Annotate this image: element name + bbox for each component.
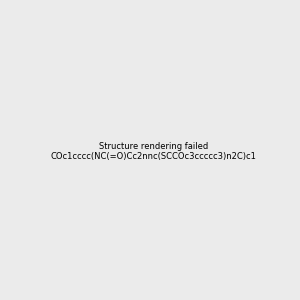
Text: Structure rendering failed
COc1cccc(NC(=O)Cc2nnc(SCCOc3ccccc3)n2C)c1: Structure rendering failed COc1cccc(NC(=… bbox=[51, 142, 257, 161]
